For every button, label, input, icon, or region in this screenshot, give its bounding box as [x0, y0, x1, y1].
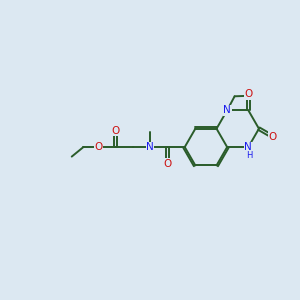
Text: N: N	[146, 142, 154, 152]
Text: H: H	[246, 151, 253, 160]
Text: N: N	[223, 105, 231, 115]
Text: O: O	[111, 125, 119, 136]
Text: N: N	[244, 142, 252, 152]
Text: O: O	[268, 132, 277, 142]
Text: O: O	[163, 159, 172, 169]
Text: O: O	[94, 142, 103, 152]
Text: O: O	[244, 89, 253, 99]
